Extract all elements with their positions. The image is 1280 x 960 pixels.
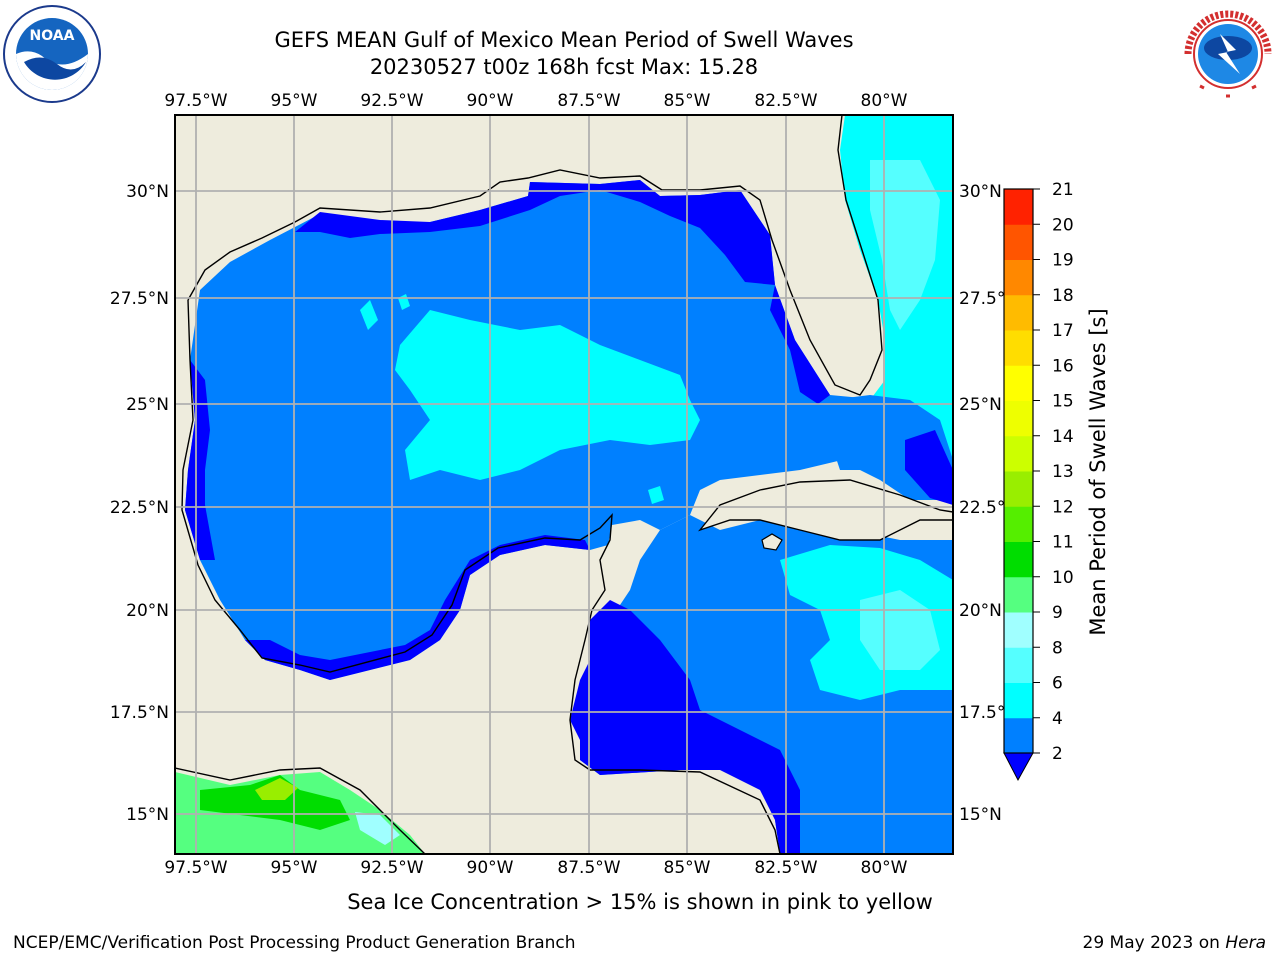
- colorbar-swatch: [1004, 682, 1033, 719]
- coastal-band-florida: [770, 285, 830, 404]
- lon-label-bottom: 92.5°W: [360, 858, 423, 878]
- colorbar-swatch: [1004, 294, 1033, 331]
- coastline-north: [187, 115, 883, 396]
- lat-label-right: 17.5°N: [959, 703, 1018, 723]
- colorbar-tick-label: 2: [1052, 744, 1063, 764]
- lat-label-right: 15°N: [959, 805, 1002, 825]
- colorbar-tick-label: 8: [1052, 638, 1063, 658]
- lat-label-left: 30°N: [126, 182, 169, 202]
- lon-label-top: 85°W: [664, 91, 711, 111]
- map-gridlines: [175, 115, 953, 854]
- lon-label-bottom: 87.5°W: [557, 858, 620, 878]
- lon-label-bottom: 80°W: [861, 858, 908, 878]
- colorbar-swatch: [1004, 541, 1033, 578]
- pacific-swell-cyan: [355, 812, 400, 845]
- nws-logo-icon: [1180, 6, 1276, 102]
- atlantic-swell-light: [870, 160, 940, 330]
- lon-label-bottom: 90°W: [467, 858, 514, 878]
- lat-label-right: 30°N: [959, 182, 1002, 202]
- lon-label-top: 95°W: [271, 91, 318, 111]
- colorbar-swatch: [1004, 471, 1033, 507]
- coastline-west: [181, 299, 781, 854]
- lon-label-bottom: 95°W: [271, 858, 318, 878]
- lat-label-right: 25°N: [959, 395, 1002, 415]
- colorbar-swatch: [1004, 506, 1033, 542]
- colorbar-tick-label: 13: [1052, 462, 1074, 482]
- map-subtitle: 20230527 t00z 168h fcst Max: 15.28: [369, 55, 759, 79]
- lat-label-left: 20°N: [126, 601, 169, 621]
- lon-label-bottom: 82.5°W: [754, 858, 817, 878]
- isle-of-youth: [761, 533, 783, 551]
- lon-label-top: 87.5°W: [557, 91, 620, 111]
- lon-label-top: 90°W: [467, 91, 514, 111]
- pacific-swell-yellowgreen: [255, 778, 298, 800]
- map-title: GEFS MEAN Gulf of Mexico Mean Period of …: [274, 28, 854, 52]
- colorbar-label: Mean Period of Swell Waves [s]: [1086, 308, 1110, 635]
- lon-label-top: 82.5°W: [754, 91, 817, 111]
- coastal-band-north: [295, 180, 775, 285]
- colorbar-tick-label: 12: [1052, 497, 1074, 517]
- footer-date: 29 May 2023 on Hera: [1082, 933, 1267, 953]
- colorbar-tick-label: 17: [1052, 321, 1074, 341]
- colorbar-tick-label: 4: [1052, 709, 1063, 729]
- colorbar-tick-label: 16: [1052, 356, 1074, 376]
- colorbar-swatch: [1004, 612, 1033, 648]
- colorbar-swatch: [1004, 717, 1033, 754]
- colorbar-swatch: [1004, 365, 1033, 401]
- colorbar-tick-label: 11: [1052, 533, 1074, 553]
- colorbar-tick-label: 20: [1052, 215, 1074, 235]
- noaa-logo-icon: NOAA: [3, 5, 101, 103]
- lon-label-bottom: 97.5°W: [164, 858, 227, 878]
- colorbar-under-arrow: [1003, 752, 1034, 782]
- colorbar-swatch: [1004, 189, 1033, 225]
- map-frame: [174, 114, 954, 855]
- colorbar-swatch: [1004, 330, 1033, 366]
- swell-patch-small-1: [360, 300, 378, 330]
- cuba-island: [697, 479, 953, 541]
- lat-label-right: 20°N: [959, 601, 1002, 621]
- lon-label-top: 92.5°W: [360, 91, 423, 111]
- bahamas-deep: [905, 430, 953, 505]
- colorbar-tick-label: 15: [1052, 392, 1074, 412]
- pacific-swell-green: [200, 775, 350, 830]
- colorbar-tick-label: 6: [1052, 674, 1063, 694]
- coastal-band-south: [245, 535, 590, 680]
- coastline-central-america: [175, 767, 426, 854]
- colorbar-swatch: [1004, 647, 1033, 683]
- lat-label-right: 22.5°N: [959, 498, 1018, 518]
- lat-label-left: 22.5°N: [110, 498, 169, 518]
- swell-patch-small-3: [648, 486, 664, 504]
- lat-label-left: 27.5°N: [110, 289, 169, 309]
- colorbar-tick-label: 14: [1052, 427, 1074, 447]
- lon-label-top: 80°W: [861, 91, 908, 111]
- noaa-logo-text: NOAA: [30, 28, 75, 44]
- colorbar-swatch: [1004, 435, 1033, 472]
- colorbar-swatch: [1004, 400, 1033, 437]
- colorbar-tick-label: 18: [1052, 286, 1074, 306]
- colorbar-swatch: [1004, 259, 1033, 296]
- lat-label-left: 17.5°N: [110, 703, 169, 723]
- coastal-band-west: [185, 360, 215, 560]
- lon-label-top: 97.5°W: [164, 91, 227, 111]
- footer-credit: NCEP/EMC/Verification Post Processing Pr…: [13, 933, 576, 953]
- lon-label-bottom: 85°W: [664, 858, 711, 878]
- lat-label-right: 27.5°N: [959, 289, 1018, 309]
- sea-ice-note: Sea Ice Concentration > 15% is shown in …: [347, 890, 933, 914]
- colorbar-swatch: [1004, 576, 1033, 613]
- colorbar: 2 4 6 8 9 10 11 12 13 14 15 16 17 18 19 20 21 Mean Perio…: [1003, 180, 1110, 782]
- colorbar-tick-label: 9: [1052, 603, 1063, 623]
- colorbar-swatch: [1004, 224, 1033, 260]
- central-swell-patch: [395, 310, 700, 480]
- colorbar-tick-label: 21: [1052, 180, 1074, 200]
- colorbar-tick-label: 19: [1052, 251, 1074, 271]
- caribbean-deep-blue: [570, 600, 800, 854]
- lat-label-left: 15°N: [126, 805, 169, 825]
- lat-label-left: 25°N: [126, 395, 169, 415]
- footer-host: Hera: [1225, 933, 1266, 953]
- colorbar-tick-label: 10: [1052, 568, 1074, 588]
